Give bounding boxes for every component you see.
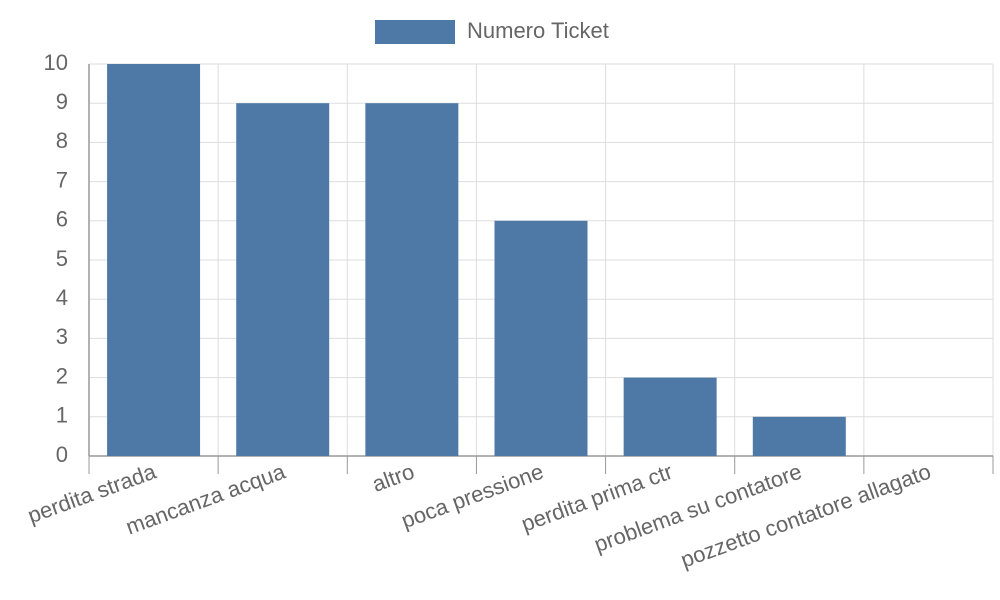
y-tick-label: 5: [56, 246, 68, 271]
y-tick-label: 7: [56, 167, 68, 192]
legend-label: Numero Ticket: [467, 18, 609, 43]
y-tick-label: 6: [56, 207, 68, 232]
bar: [494, 220, 588, 456]
y-tick-label: 10: [44, 50, 68, 75]
bar: [365, 103, 459, 456]
y-tick-label: 8: [56, 128, 68, 153]
y-tick-label: 4: [56, 285, 68, 310]
y-tick-label: 9: [56, 89, 68, 114]
legend-swatch: [375, 20, 455, 44]
bar: [236, 103, 330, 456]
x-tick-label: altro: [369, 459, 418, 497]
y-tick-label: 0: [56, 442, 68, 467]
x-tick-label: pozzetto contatore allagato: [677, 459, 934, 573]
y-tick-label: 3: [56, 324, 68, 349]
y-tick-label: 1: [56, 403, 68, 428]
bar: [107, 64, 201, 456]
y-tick-label: 2: [56, 363, 68, 388]
bar: [752, 416, 846, 456]
bar: [623, 377, 717, 456]
